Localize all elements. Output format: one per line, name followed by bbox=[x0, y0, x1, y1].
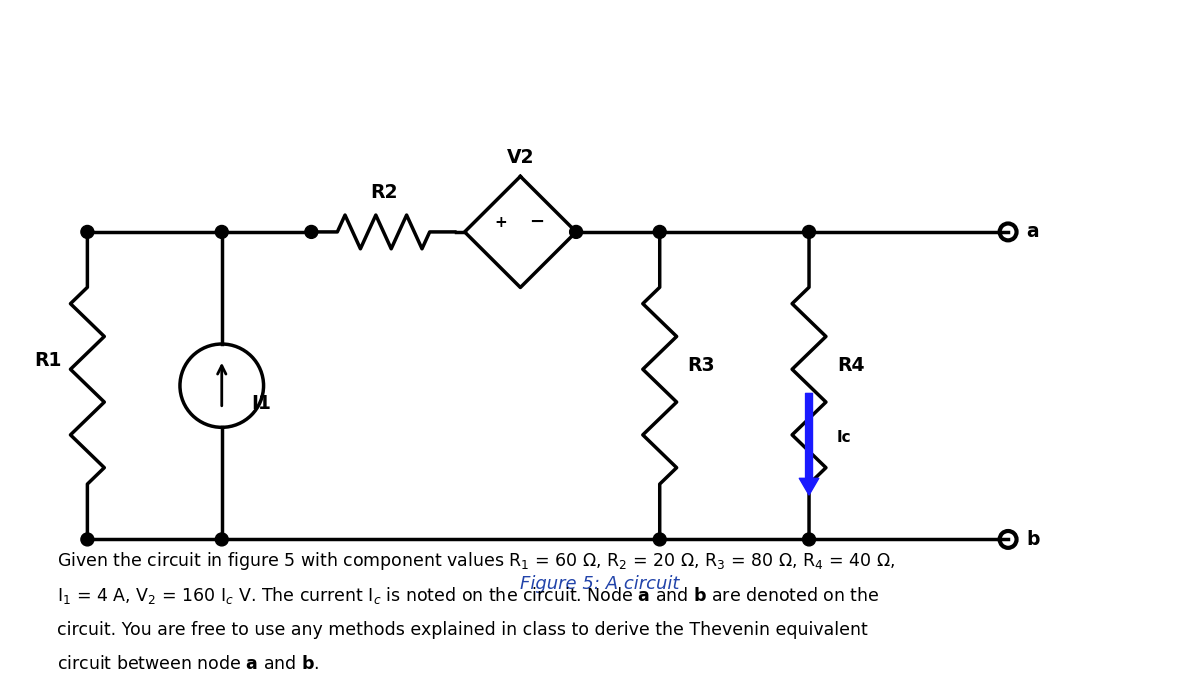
Circle shape bbox=[653, 533, 666, 546]
Text: +: + bbox=[494, 214, 506, 229]
Circle shape bbox=[305, 225, 318, 238]
Text: Given the circuit in figure 5 with component values R$_1$ = 60 $\Omega$, R$_2$ =: Given the circuit in figure 5 with compo… bbox=[56, 551, 895, 572]
Circle shape bbox=[215, 225, 228, 238]
Text: circuit between node $\mathbf{a}$ and $\mathbf{b}$.: circuit between node $\mathbf{a}$ and $\… bbox=[56, 655, 319, 673]
Circle shape bbox=[570, 225, 582, 238]
Circle shape bbox=[215, 533, 228, 546]
Circle shape bbox=[80, 225, 94, 238]
Circle shape bbox=[80, 533, 94, 546]
Text: Ic: Ic bbox=[836, 430, 852, 445]
Text: R1: R1 bbox=[34, 352, 61, 370]
Text: circuit. You are free to use any methods explained in class to derive the Theven: circuit. You are free to use any methods… bbox=[56, 621, 868, 639]
Text: I$_1$ = 4 A, V$_2$ = 160 I$_c$ V. The current I$_c$ is noted on the circuit. Nod: I$_1$ = 4 A, V$_2$ = 160 I$_c$ V. The cu… bbox=[56, 585, 880, 606]
Circle shape bbox=[653, 225, 666, 238]
Text: R3: R3 bbox=[688, 357, 715, 375]
Text: Figure 5: A circuit: Figure 5: A circuit bbox=[521, 575, 679, 593]
Text: I1: I1 bbox=[252, 394, 271, 413]
Circle shape bbox=[803, 533, 816, 546]
Text: b: b bbox=[1026, 530, 1039, 549]
Text: −: − bbox=[529, 213, 544, 231]
Text: R2: R2 bbox=[370, 182, 397, 202]
Text: R4: R4 bbox=[836, 357, 864, 375]
Text: a: a bbox=[1026, 223, 1039, 241]
Circle shape bbox=[803, 225, 816, 238]
FancyArrowPatch shape bbox=[799, 393, 818, 495]
Text: V2: V2 bbox=[506, 148, 534, 167]
